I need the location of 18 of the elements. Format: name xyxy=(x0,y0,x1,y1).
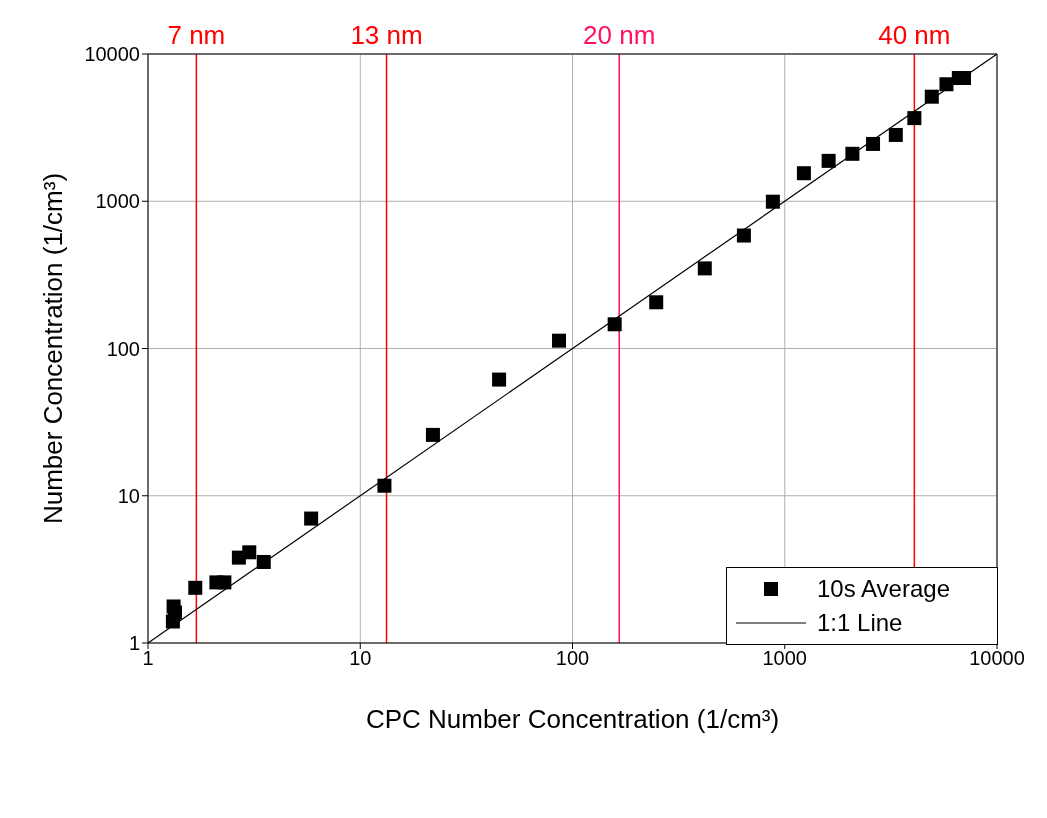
x-tick-label: 10000 xyxy=(969,647,1025,670)
ref-line-label: 20 nm xyxy=(583,20,656,50)
x-tick-label: 100 xyxy=(555,647,590,670)
ref-line-label: 40 nm xyxy=(878,20,951,50)
y-tick-label: 1000 xyxy=(95,190,140,213)
y-tick-label: 10000 xyxy=(84,43,140,66)
x-tick-label: 1000 xyxy=(762,647,807,670)
legend-label: 1:1 Line xyxy=(817,609,903,637)
legend-label: 10s Average xyxy=(817,575,950,603)
x-tick-label: 10 xyxy=(349,647,372,670)
y-axis-title: Number Concentration (1/cm³) xyxy=(38,172,69,525)
ref-line-label: 13 nm xyxy=(350,20,423,50)
y-tick-label: 100 xyxy=(106,337,140,360)
y-tick-label: 1 xyxy=(128,632,140,655)
y-tick-label: 10 xyxy=(117,484,140,507)
x-tick-label: 1 xyxy=(142,647,154,670)
ref-line-label: 7 nm xyxy=(167,20,226,50)
x-axis-title: CPC Number Concentration (1/cm³) xyxy=(365,704,780,734)
